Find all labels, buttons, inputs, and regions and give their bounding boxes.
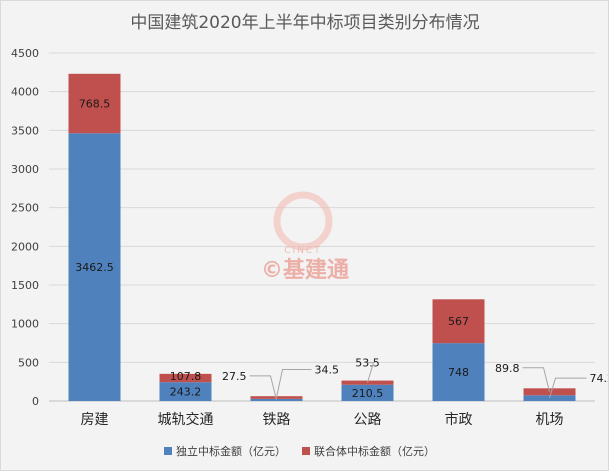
leader-line <box>522 367 550 392</box>
legend-label: 联合体中标金额（亿元） <box>314 444 435 458</box>
legend-label: 独立中标金额（亿元） <box>176 444 286 458</box>
y-tick-label: 1500 <box>11 279 39 292</box>
data-label: 210.5 <box>352 387 384 400</box>
data-label: 243.2 <box>170 386 202 399</box>
legend-swatch <box>164 447 172 455</box>
data-label: 34.5 <box>315 364 340 377</box>
data-label: 27.5 <box>222 370 247 383</box>
watermark-logo: CINCT ©基建通 <box>261 191 349 283</box>
data-label: 53.5 <box>355 357 380 370</box>
x-category-label: 铁路 <box>263 412 291 428</box>
data-label: 74.2 <box>590 372 609 385</box>
data-label: 107.8 <box>170 370 202 383</box>
y-axis: 0 500 1000 1500 2000 2500 3000 3500 4000 4500 <box>11 47 39 408</box>
y-tick-label: 4500 <box>11 47 39 60</box>
leader-line <box>367 362 375 383</box>
data-label: 748 <box>448 366 469 379</box>
y-tick-label: 3500 <box>11 124 39 137</box>
y-tick-label: 3000 <box>11 163 39 176</box>
x-category-label: 机场 <box>536 412 564 428</box>
legend-swatch <box>302 447 310 455</box>
bar-segment <box>68 73 121 134</box>
watermark-acronym: CINCT <box>284 246 321 256</box>
chart-title: 中国建筑2020年上半年中标项目类别分布情况 <box>130 13 479 33</box>
y-tick-label: 500 <box>18 356 39 369</box>
legend: 独立中标金额（亿元） 联合体中标金额（亿元） <box>164 444 435 458</box>
bar-segment <box>159 382 212 401</box>
x-category-label: 公路 <box>354 412 382 428</box>
bar-segment <box>159 373 212 383</box>
x-category-label: 城轨交通 <box>158 411 214 428</box>
data-labels: 3462.5 768.5 243.2 107.8 27.5 34.5 210.5 53.5 74… <box>75 98 609 401</box>
data-label: 768.5 <box>79 98 111 111</box>
y-tick-label: 1000 <box>11 318 39 331</box>
bar-segment <box>341 384 394 401</box>
y-tick-label: 2500 <box>11 202 39 215</box>
bar-segment <box>432 299 485 344</box>
leader-line <box>549 377 587 399</box>
x-category-label: 市政 <box>445 411 473 428</box>
bars <box>68 73 576 401</box>
data-label: 89.8 <box>495 362 520 375</box>
y-tick-label: 2000 <box>11 240 39 253</box>
x-category-label: 房建 <box>81 412 109 428</box>
data-label: 3462.5 <box>75 261 114 274</box>
data-label: 567 <box>448 315 469 328</box>
y-tick-label: 0 <box>32 395 39 408</box>
leader-line <box>249 375 277 401</box>
leader-line <box>276 369 312 398</box>
watermark-text: ©基建通 <box>261 258 349 283</box>
y-tick-label: 4000 <box>11 86 39 99</box>
bar-segment <box>432 343 485 401</box>
bar-segment <box>68 133 121 401</box>
x-axis: 房建 城轨交通 铁路 公路 市政 机场 <box>81 411 564 428</box>
gridlines <box>49 52 595 402</box>
